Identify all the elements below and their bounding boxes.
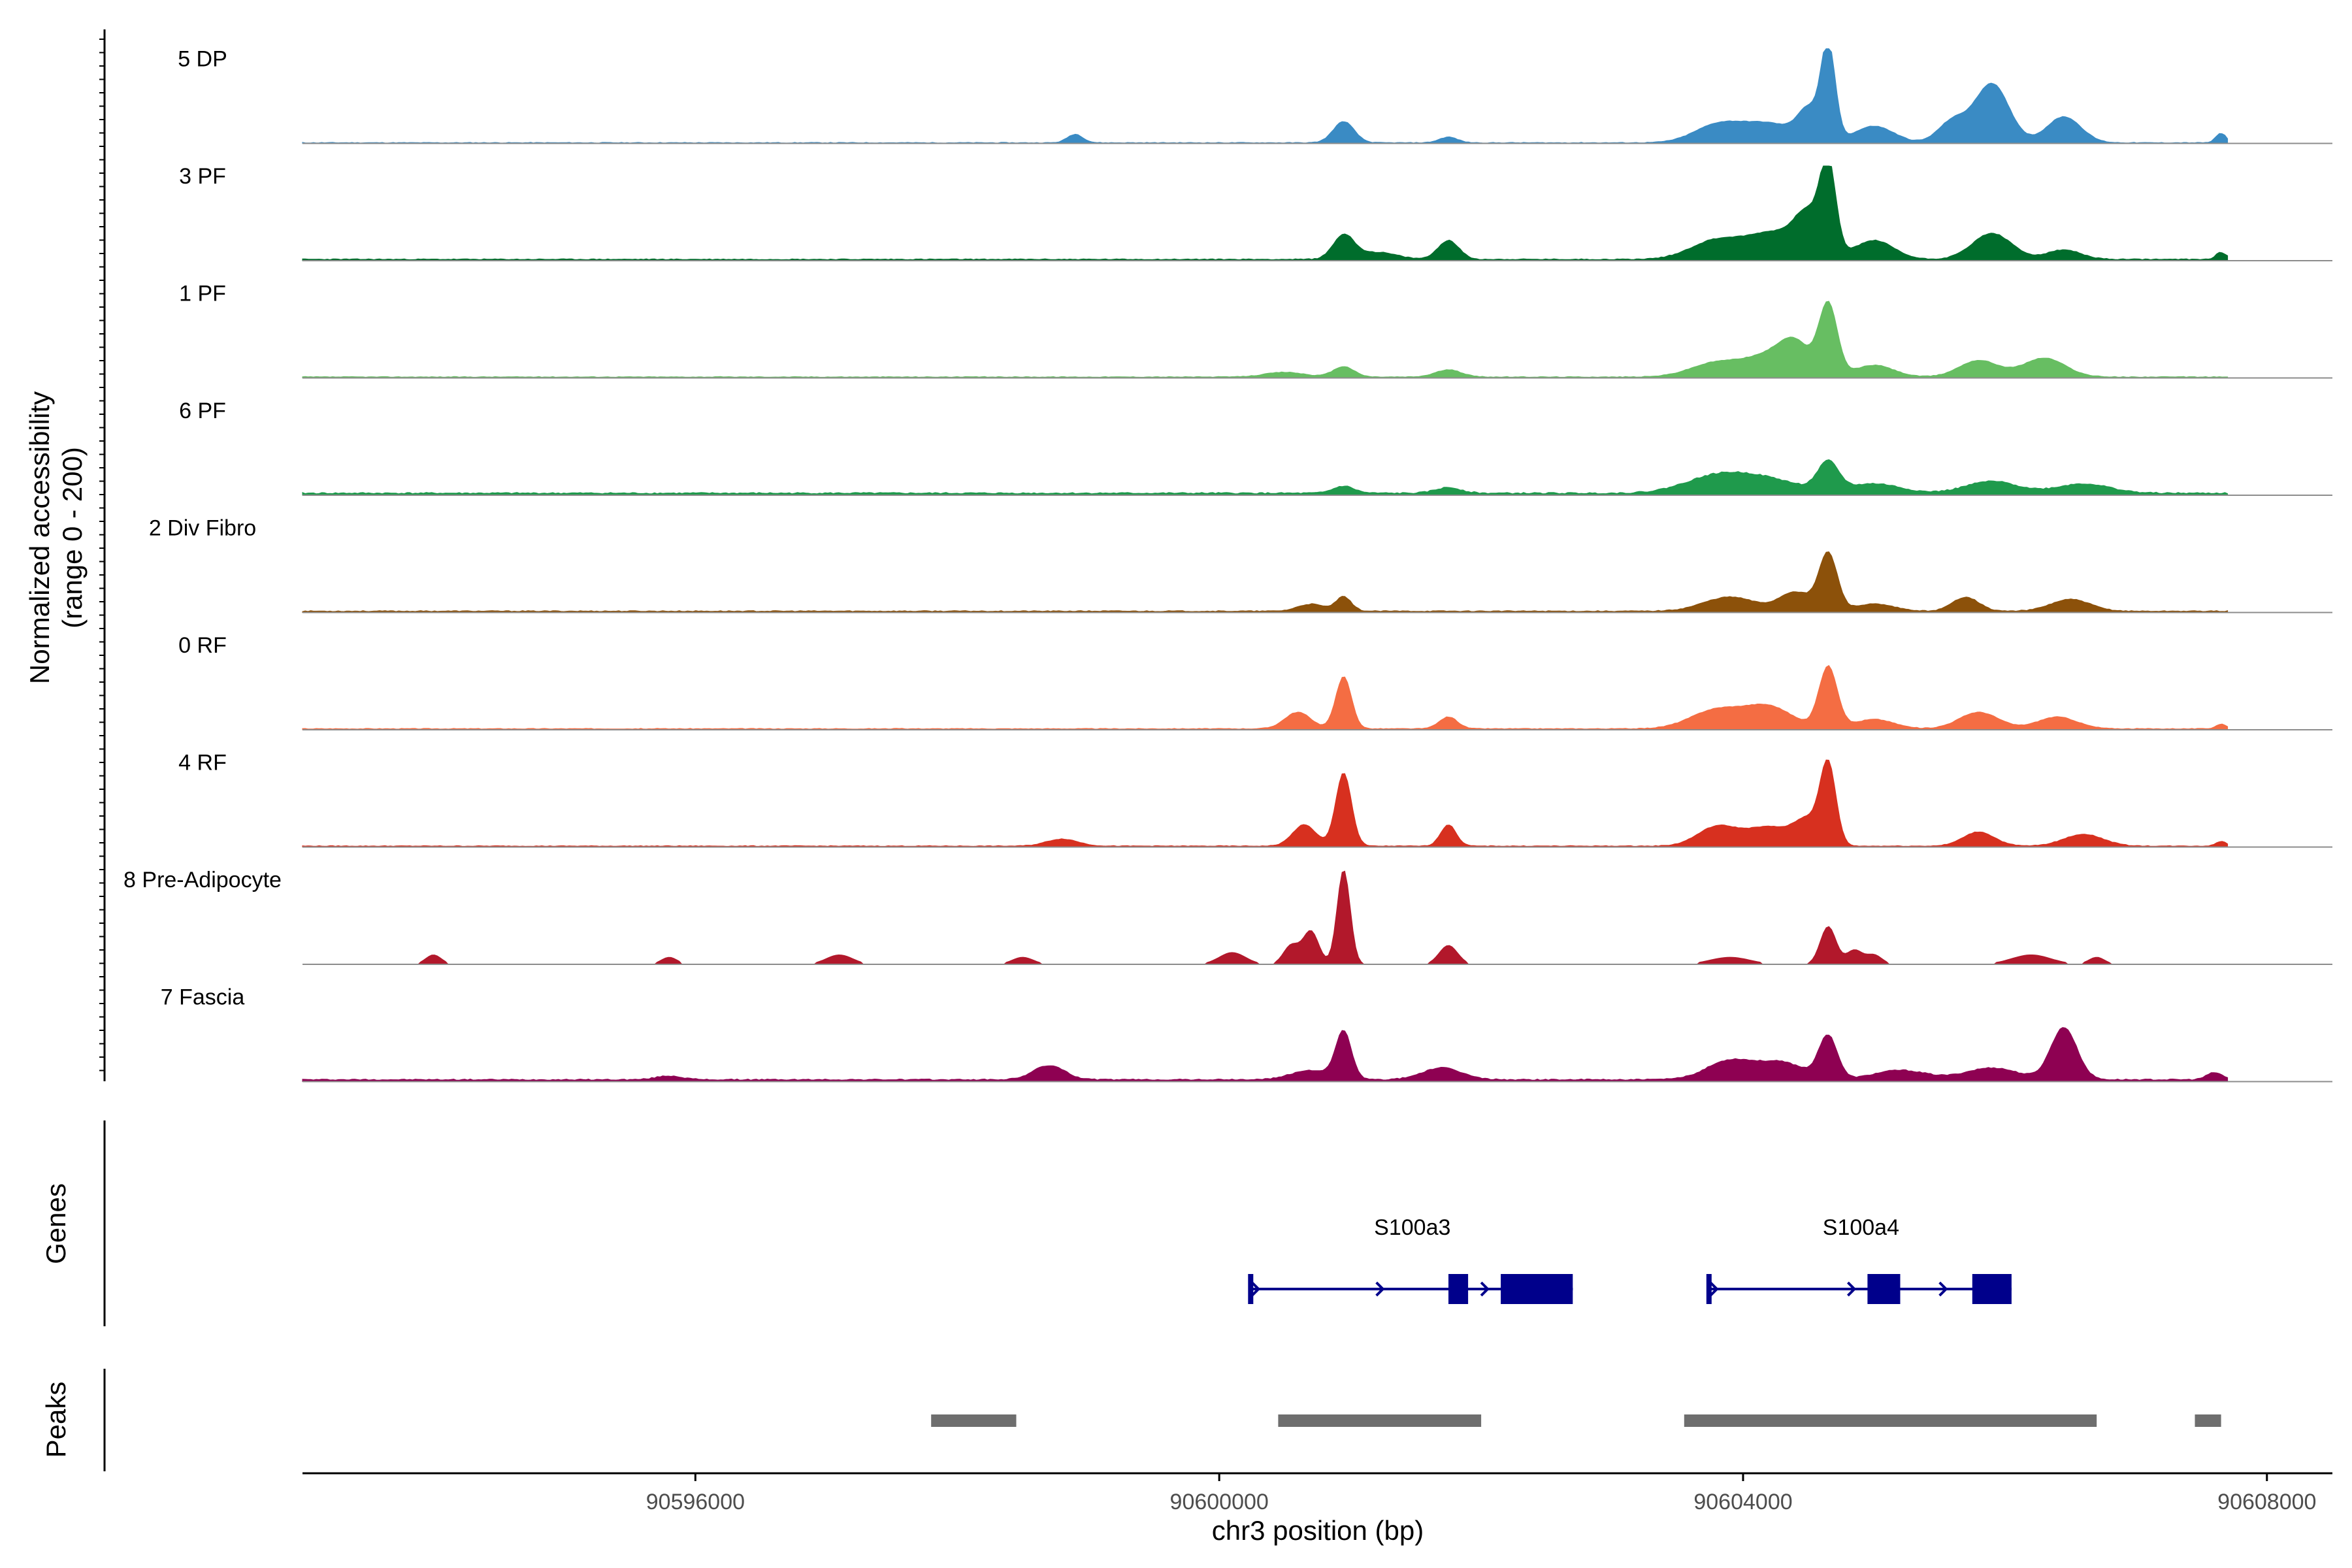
track-label: 3 PF <box>179 164 226 189</box>
peak-region <box>931 1414 1017 1427</box>
genes-axis-title: Genes <box>41 1183 71 1264</box>
track-label: 6 PF <box>179 399 226 423</box>
track-label: 0 RF <box>178 633 227 658</box>
gene-annotation-track: S100a3 S100a4 <box>1248 1215 2012 1304</box>
strand-arrow-icon <box>1846 1281 1857 1297</box>
gene-exon <box>1972 1274 2012 1304</box>
peak-track <box>931 1414 2221 1427</box>
gene-exon <box>1448 1274 1469 1304</box>
gene-exon <box>1867 1274 1901 1304</box>
strand-arrow-icon <box>1375 1281 1385 1297</box>
peak-region <box>1278 1414 1482 1427</box>
gene-label: S100a3 <box>1374 1215 1450 1240</box>
coverage-area <box>302 301 2229 378</box>
strand-arrow-icon <box>1250 1281 1261 1297</box>
y-axis-title-line2: (range 0 - 200) <box>57 447 88 629</box>
coverage-track: 7 Fascia <box>161 985 2332 1083</box>
coverage-track: 6 PF <box>179 399 2332 496</box>
x-tick-label: 90608000 <box>2217 1490 2316 1514</box>
y-axis-title-line1: Normalized accessibility <box>24 391 55 684</box>
x-axis-title: chr3 position (bp) <box>1212 1515 1424 1546</box>
coverage-area <box>302 664 2229 730</box>
gene-model: S100a4 <box>1706 1215 2012 1304</box>
track-label: 5 DP <box>178 47 227 72</box>
gene-exon <box>1706 1274 1712 1304</box>
coverage-track: 5 DP <box>178 47 2332 144</box>
x-tick-label: 90600000 <box>1170 1490 1269 1514</box>
peaks-axis-title: Peaks <box>41 1382 71 1458</box>
coverage-area <box>302 459 2229 496</box>
track-label: 2 Div Fibro <box>149 516 256 541</box>
coverage-area <box>302 165 2229 261</box>
track-label: 1 PF <box>179 282 226 306</box>
strand-arrow-icon <box>1938 1281 1948 1297</box>
coverage-y-axis <box>99 29 106 1081</box>
coverage-area <box>302 1027 2229 1082</box>
coverage-track: 8 Pre-Adipocyte <box>123 868 2332 965</box>
peak-region <box>1684 1414 2097 1427</box>
coverage-area <box>302 759 2229 847</box>
x-tick-label: 90596000 <box>646 1490 745 1514</box>
gene-model: S100a3 <box>1248 1215 1573 1304</box>
coverage-track: 1 PF <box>179 282 2332 379</box>
x-tick-label: 90604000 <box>1693 1490 1792 1514</box>
coverage-track: 0 RF <box>178 633 2332 730</box>
coverage-area <box>302 551 2229 613</box>
gene-exon <box>1248 1274 1254 1304</box>
peak-region <box>2195 1414 2221 1427</box>
gene-exon <box>1501 1274 1573 1304</box>
track-label: 4 RF <box>178 751 227 776</box>
coverage-track: 4 RF <box>178 751 2332 848</box>
gene-label: S100a4 <box>1823 1215 1899 1240</box>
track-label: 8 Pre-Adipocyte <box>123 868 282 892</box>
strand-arrow-icon <box>1709 1281 1719 1297</box>
strand-arrow-icon <box>1480 1281 1490 1297</box>
coverage-track: 2 Div Fibro <box>149 516 2332 613</box>
track-label: 7 Fascia <box>161 985 245 1010</box>
coverage-track: 3 PF <box>179 164 2332 261</box>
coverage-tracks: 5 DP 3 PF 1 PF 6 PF 2 Div Fibro 0 RF 4 RF 8 Pre… <box>123 47 2332 1083</box>
x-axis-ticks: 90596000 90600000 90604000 90608000 <box>646 1473 2316 1514</box>
